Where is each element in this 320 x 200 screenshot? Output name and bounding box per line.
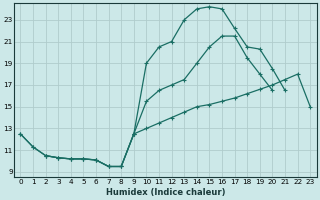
X-axis label: Humidex (Indice chaleur): Humidex (Indice chaleur) xyxy=(106,188,225,197)
